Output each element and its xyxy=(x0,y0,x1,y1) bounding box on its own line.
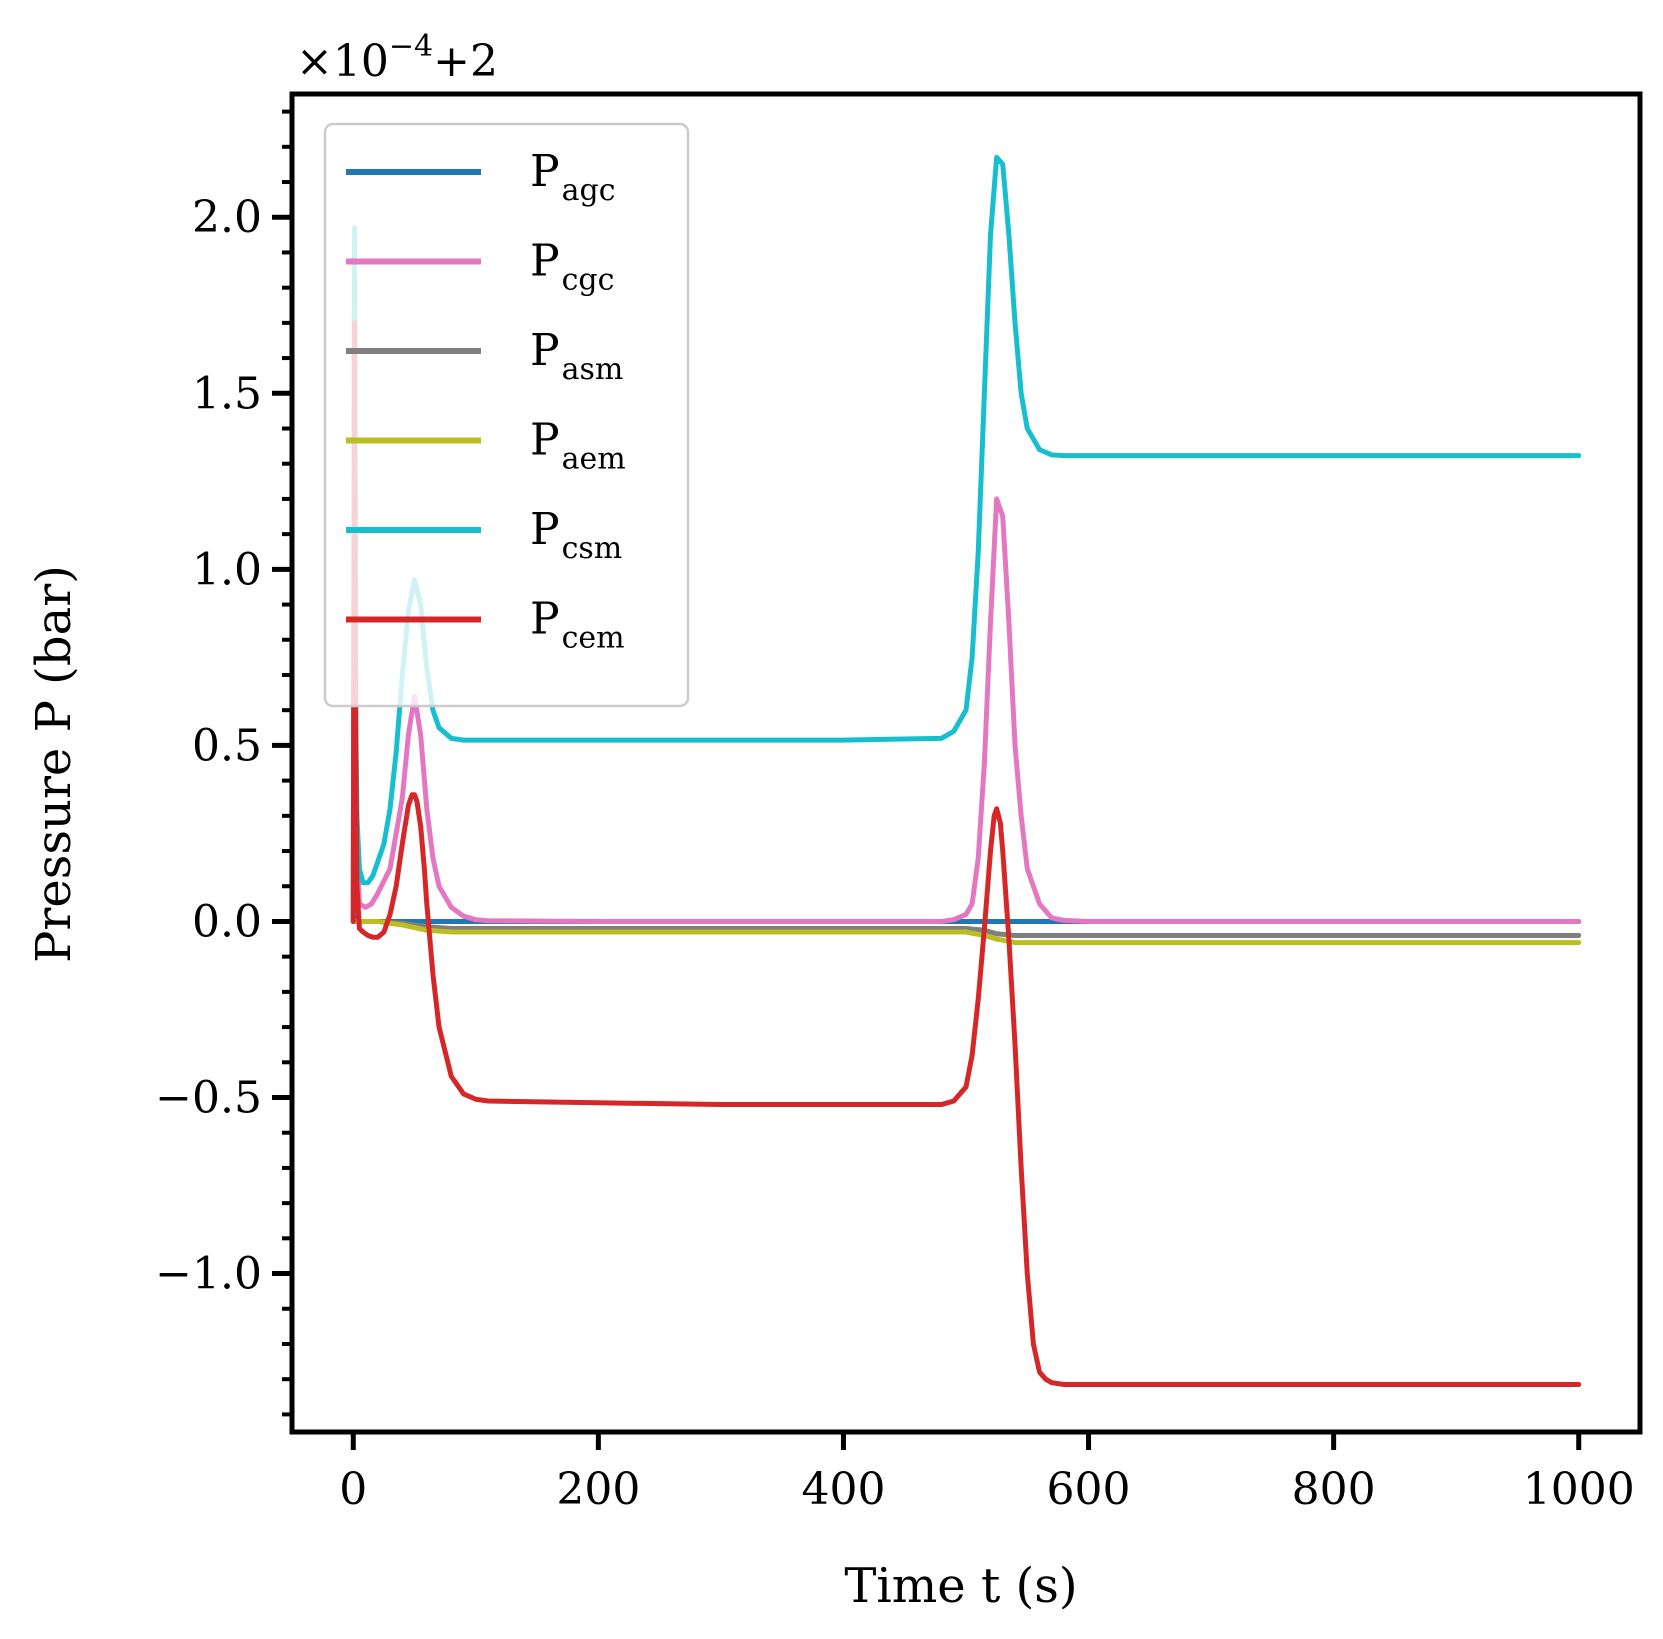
x-axis-label: Time t (s) xyxy=(844,1558,1077,1614)
x-tick-label: 600 xyxy=(1047,1464,1131,1515)
legend-label-aem: Paem xyxy=(530,415,626,477)
y-tick-label: 0.0 xyxy=(192,896,262,947)
y-tick-label: −0.5 xyxy=(155,1073,262,1124)
offset-prefix: ×10 xyxy=(296,36,389,87)
legend-box xyxy=(323,122,690,708)
legend-label-cgc: Pcgc xyxy=(530,236,614,298)
ticks-layer: 0 200 400 600 800 1000 −1.0 −0.5 0.0 0.5 1.0 1.5 2.0 xyxy=(155,109,1635,1515)
x-tick-label: 200 xyxy=(556,1464,640,1515)
x-tick-label: 400 xyxy=(801,1464,885,1515)
offset-exponent: −4 xyxy=(389,29,433,64)
legend: Pagc Pcgc Pasm Paem Pcsm Pcem xyxy=(323,122,690,708)
y-tick-label: 0.5 xyxy=(192,720,262,771)
legend-label-asm: Pasm xyxy=(530,325,623,387)
y-tick-label: −1.0 xyxy=(155,1249,262,1300)
offset-suffix: +2 xyxy=(433,36,498,87)
y-tick-label: 2.0 xyxy=(192,192,262,243)
series-line-csm xyxy=(350,154,1582,924)
y-tick-label: 1.5 xyxy=(192,368,262,419)
legend-label-csm: Pcsm xyxy=(530,504,622,566)
series-line-cgc xyxy=(350,249,1582,924)
legend-label-agc: Pagc xyxy=(530,146,616,208)
y-axis-offset-text: ×10−4+2 xyxy=(296,29,498,87)
x-tick-label: 1000 xyxy=(1523,1464,1635,1515)
series-line-cem xyxy=(350,320,1582,1387)
plot-frame xyxy=(289,91,1643,1435)
y-tick-label: 1.0 xyxy=(192,544,262,595)
series-layer xyxy=(350,154,1582,1387)
series-line-aem xyxy=(350,918,1582,946)
x-tick-label: 0 xyxy=(339,1464,367,1515)
x-tick-label: 800 xyxy=(1292,1464,1376,1515)
y-axis-label: Pressure P (bar) xyxy=(26,565,82,963)
legend-label-cem: Pcem xyxy=(530,594,625,656)
